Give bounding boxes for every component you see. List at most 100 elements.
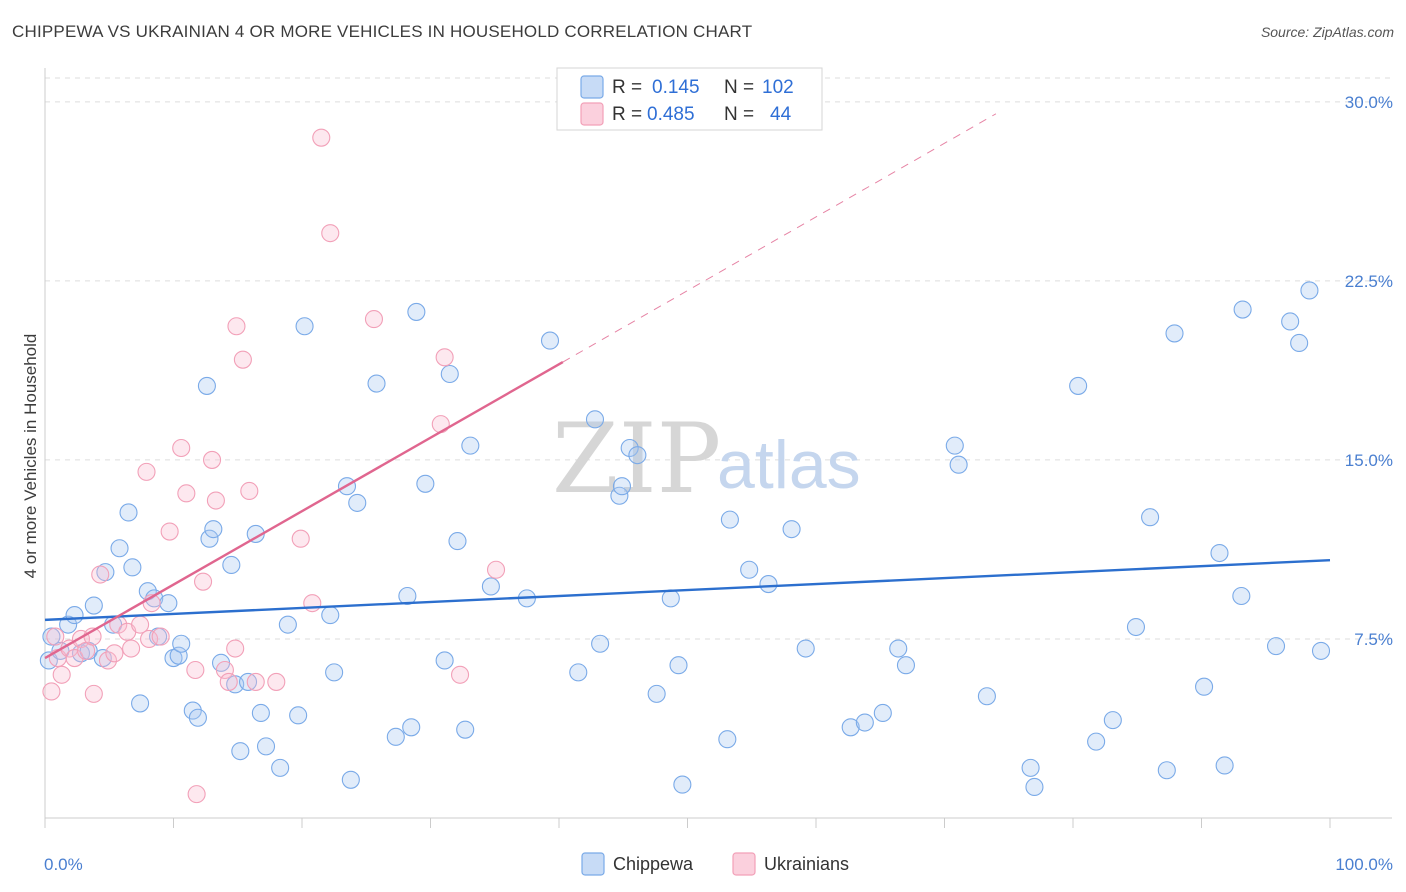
chippewa-point <box>740 560 759 579</box>
chippewa-point <box>59 615 78 634</box>
ukrainian-point <box>52 665 71 684</box>
ukrainian-point <box>203 450 222 469</box>
chippewa-point <box>1290 333 1309 353</box>
ukrainian-point <box>105 644 124 663</box>
y-tick-label: 7.5% <box>1354 630 1393 649</box>
watermark-atlas: atlas <box>717 427 861 503</box>
chippewa-point <box>620 438 639 458</box>
chippewa-point <box>256 737 276 756</box>
x-tick-labels: 0.0% 100.0% <box>44 855 1393 874</box>
ukrainian-point <box>451 665 470 684</box>
ukrainian-point <box>186 660 205 680</box>
chippewa-point <box>1232 586 1251 606</box>
chippewa-point <box>159 594 178 613</box>
watermark: ZIP atlas <box>552 403 861 515</box>
chippewa-point <box>1195 677 1214 696</box>
chippewa-point <box>204 520 223 539</box>
chippewa-point <box>1103 711 1122 730</box>
chippewa-point <box>1311 641 1331 660</box>
ukrainian-point <box>42 682 61 701</box>
chippewa-point <box>42 627 61 646</box>
chippewa-point <box>407 302 426 321</box>
chippewa-point <box>1126 617 1146 637</box>
chippewa-point <box>720 510 739 529</box>
chippewa-point <box>873 703 892 723</box>
chippewa-point <box>386 727 405 746</box>
chippewa-point <box>448 532 467 551</box>
legend-n-label-2: N = <box>724 104 754 125</box>
chippewa-point <box>661 589 680 608</box>
chippewa-point <box>231 742 250 761</box>
chippewa-point <box>65 606 84 625</box>
ukrainian-point <box>227 317 246 336</box>
chippewa-point <box>188 708 207 727</box>
ukrainian-point <box>206 491 225 510</box>
legend-n-value-1: 102 <box>762 77 794 98</box>
chippewa-point <box>398 586 417 606</box>
chippewa-point <box>123 558 142 577</box>
chippewa-point <box>1069 376 1088 395</box>
chippewa-point <box>402 718 421 737</box>
ukrainian-point <box>226 639 245 658</box>
chippewa-point <box>759 575 778 594</box>
chippewa-point <box>110 539 129 558</box>
ukrainian-point <box>137 462 156 481</box>
ukrainian-point <box>46 627 65 646</box>
chippewa-point <box>321 606 340 625</box>
chippewa-point <box>1165 324 1184 343</box>
chippewa-point <box>440 364 459 384</box>
ukrainian-point <box>321 224 340 243</box>
legend-n-value-2: 44 <box>770 104 792 125</box>
chippewa-point <box>271 758 290 777</box>
chippewa-point <box>977 687 996 706</box>
chippewa-point <box>435 651 454 670</box>
chippewa-point <box>481 577 500 596</box>
chippewa-point <box>461 436 480 455</box>
ukrainian-point <box>233 350 252 369</box>
chippewa-point <box>1087 732 1106 751</box>
watermark-zip: ZIP <box>552 403 721 515</box>
legend-r-value-2: 0.485 <box>647 104 695 125</box>
series-swatch-chippewa <box>581 852 605 876</box>
chippewa-point <box>172 634 191 653</box>
chippewa-point <box>1281 312 1300 331</box>
chippewa-point <box>119 503 138 522</box>
trend-lines <box>44 113 1331 660</box>
chippewa-point <box>591 634 610 653</box>
chippewa-trend-line <box>44 558 1331 622</box>
y-tick-label: 22.5% <box>1345 272 1393 291</box>
chippewa-point <box>1210 543 1229 563</box>
chippewa-point <box>341 770 360 789</box>
chippewa-point <box>612 477 632 496</box>
ukrainian-point <box>177 484 196 503</box>
chippewa-point <box>1157 761 1176 780</box>
chippewa-point <box>200 529 219 548</box>
x-tick-label: 100.0% <box>1335 855 1393 874</box>
legend-swatch-chippewa <box>580 75 604 99</box>
ukrainian-point <box>172 438 191 458</box>
chippewa-point <box>1141 508 1160 527</box>
chippewa-point <box>367 374 386 393</box>
ukrainian-point <box>91 565 110 584</box>
chippewa-point <box>796 639 815 658</box>
chippewa-point <box>197 376 216 395</box>
chippewa-point <box>238 672 258 691</box>
chippewa-point <box>416 474 435 493</box>
ukrainian-point <box>219 672 238 691</box>
legend-r-value-1: 0.145 <box>652 77 700 98</box>
ukrainian-point <box>122 639 141 658</box>
chippewa-point <box>628 446 647 465</box>
ukrainian-point <box>267 672 286 691</box>
chippewa-point <box>673 775 692 794</box>
chippewa-point <box>1300 281 1319 300</box>
chippewa-point <box>945 436 964 455</box>
ukrainian-point <box>84 684 103 703</box>
ukrainian-point <box>194 572 213 591</box>
source-label: Source: ZipAtlas.com <box>1260 24 1394 40</box>
ukrainian-point <box>240 481 259 501</box>
scatter-points <box>39 128 1331 804</box>
y-tick-label: 15.0% <box>1345 451 1393 470</box>
chippewa-point <box>1233 300 1252 319</box>
chippewa-point <box>1266 637 1286 656</box>
y-tick-labels: 7.5% 15.0% 22.5% 30.0% <box>1345 93 1393 649</box>
